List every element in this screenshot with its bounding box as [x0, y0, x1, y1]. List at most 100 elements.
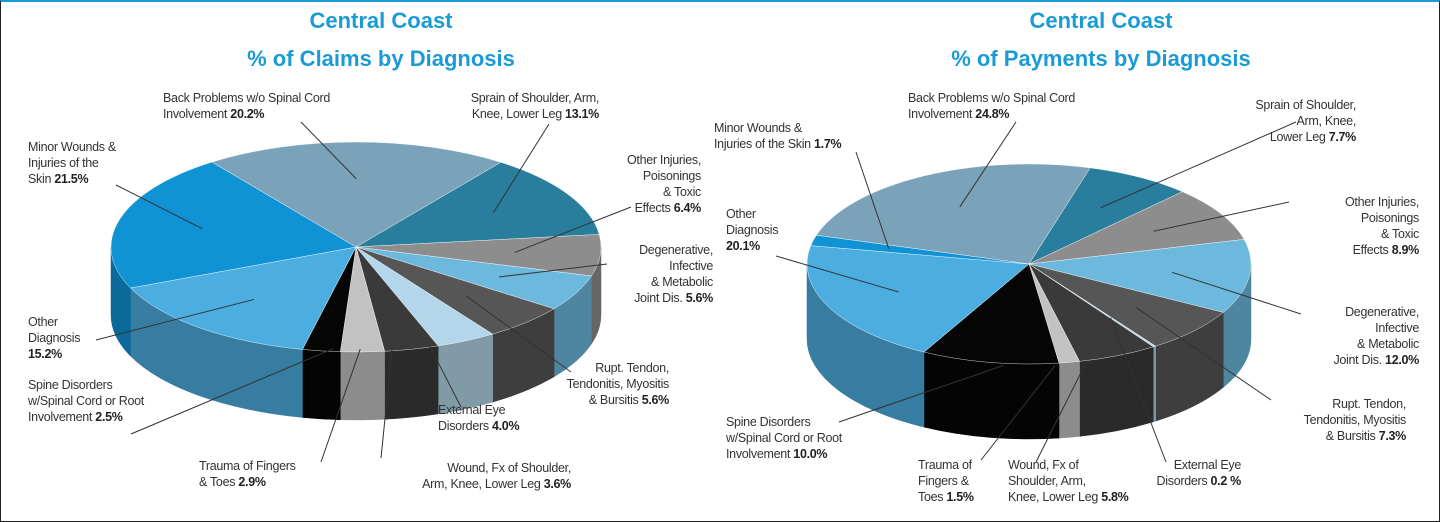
value-label: 3.6% — [543, 477, 572, 491]
leader-line — [1110, 317, 1167, 463]
slice — [810, 235, 1030, 265]
slice-label: Degenerative, Infective & Metabolic Join… — [634, 242, 713, 306]
slice-label: Sprain of Shoulder, Arm, Knee, Lower Leg… — [1255, 97, 1356, 145]
slice-side — [340, 351, 385, 421]
category-name: Back Problems w/o Spinal Cord Involvemen… — [908, 91, 1076, 121]
category-name: Minor Wounds & Injuries of the Skin — [714, 121, 811, 151]
value-label: 5.6% — [685, 291, 714, 305]
value-label: 0.2 % — [1210, 474, 1242, 488]
category-name: Sprain of Shoulder, Arm, Knee, Lower Leg — [1255, 98, 1356, 144]
value-label: 10.0% — [793, 447, 828, 461]
slice-label: Other Injuries, Poisonings & Toxic Effec… — [627, 152, 701, 216]
leader-line — [1135, 307, 1272, 401]
value-label: 1.5% — [946, 490, 974, 504]
value-label: 20.2% — [230, 107, 265, 121]
slice-side — [302, 349, 341, 421]
leader-line — [320, 349, 361, 463]
category-name: External Eye Disorders — [1156, 458, 1242, 488]
leader-line — [1171, 271, 1302, 315]
slice-label: Back Problems w/o Spinal Cord Involvemen… — [908, 90, 1075, 122]
slice-label: Minor Wounds & Injuries of the Skin 21.5… — [28, 139, 116, 187]
slice-label: Spine Disorders w/Spinal Cord or Root In… — [726, 414, 842, 462]
category-name: Degenerative, Infective & Metabolic Join… — [1333, 305, 1419, 367]
value-label: 20.1% — [726, 239, 760, 253]
leader-line — [855, 151, 890, 249]
slice-side — [1079, 346, 1154, 437]
slice — [110, 161, 357, 289]
slice-label: External Eye Disorders 4.0% — [438, 402, 520, 434]
category-name: Spine Disorders w/Spinal Cord or Root In… — [726, 415, 842, 461]
slice — [806, 245, 1030, 353]
slice-side — [1058, 361, 1080, 439]
category-name: Wound, Fx of Shoulder, Arm, Knee, Lower … — [422, 461, 571, 491]
chart-title: Central Coast — [1029, 8, 1173, 33]
leader-line — [775, 255, 899, 293]
value-label: 5.6% — [641, 393, 670, 407]
slice-side — [384, 345, 439, 420]
value-label: 6.4% — [673, 201, 702, 215]
slice-label: Sprain of Shoulder, Arm, Knee, Lower Leg… — [470, 90, 600, 122]
slice-label: External Eye Disorders 0.2 % — [1156, 457, 1242, 489]
leader-line — [427, 341, 462, 408]
value-label: 4.0% — [491, 419, 520, 433]
slice-label: Trauma of Fingers & Toes 2.9% — [199, 458, 296, 490]
leader-line — [1035, 360, 1088, 463]
slice — [816, 163, 1091, 265]
slice — [130, 246, 357, 350]
leader-line — [115, 184, 203, 230]
leader-line — [838, 364, 1004, 423]
category-name: Minor Wounds & Injuries of the Skin — [28, 140, 116, 186]
slice — [1028, 263, 1224, 347]
slice-label: Other Injuries, Poisonings & Toxic Effec… — [1345, 194, 1419, 258]
slice-label: Rupt. Tendon, Tendonitis, Myositis & Bur… — [1303, 396, 1407, 444]
slice-label: Trauma of Fingers & Toes 1.5% — [918, 457, 974, 505]
chart-title: Central Coast — [309, 8, 453, 33]
leader-line — [980, 365, 1056, 461]
slice — [355, 162, 600, 248]
leader-line — [959, 121, 1017, 208]
leader-line — [300, 121, 357, 180]
slice-label: Wound, Fx of Shoulder, Arm, Knee, Lower … — [1008, 457, 1129, 505]
slice-label: Spine Disorders w/Spinal Cord or Root In… — [28, 377, 144, 425]
value-label: 1.7% — [814, 137, 842, 151]
value-label: 7.3% — [1378, 429, 1407, 443]
slice-side — [1153, 345, 1156, 423]
category-name: Back Problems w/o Spinal Cord Involvemen… — [163, 91, 331, 121]
category-name: Sprain of Shoulder, Arm, Knee, Lower Leg — [470, 91, 600, 121]
slice-label: Degenerative, Infective & Metabolic Join… — [1333, 304, 1419, 368]
slice — [923, 263, 1060, 365]
leader-line — [130, 348, 334, 435]
slice — [1028, 191, 1245, 265]
leader-line — [95, 298, 255, 341]
leader-line — [466, 295, 572, 373]
category-name: External Eye Disorders — [438, 403, 506, 433]
value-label: 21.5% — [54, 172, 89, 186]
category-name: Rupt. Tendon, Tendonitis, Myositis & Bur… — [1303, 397, 1407, 443]
slice-label: Back Problems w/o Spinal Cord Involvemen… — [163, 90, 330, 122]
chart-subtitle: % of Claims by Diagnosis — [247, 46, 515, 71]
value-label: 5.8% — [1101, 490, 1129, 504]
leader-line — [1153, 201, 1290, 232]
value-label: 2.9% — [238, 475, 266, 489]
slice-label: Other Diagnosis 15.2% — [28, 314, 81, 362]
value-label: 15.2% — [28, 347, 62, 361]
slice-label: Minor Wounds & Injuries of the Skin 1.7% — [714, 120, 842, 152]
slice-label: Wound, Fx of Shoulder, Arm, Knee, Lower … — [422, 460, 571, 492]
category-name: Trauma of Fingers & Toes — [918, 458, 972, 504]
category-name: Wound, Fx of Shoulder, Arm, Knee, Lower … — [1008, 458, 1099, 504]
category-name: Spine Disorders w/Spinal Cord or Root In… — [28, 378, 144, 424]
leader-line — [380, 347, 393, 459]
leader-line — [514, 206, 632, 253]
value-label: 24.8% — [975, 107, 1010, 121]
category-name: Rupt. Tendon, Tendonitis, Myositis & Bur… — [566, 361, 670, 407]
slice — [1028, 239, 1252, 313]
slice — [1028, 167, 1183, 265]
category-name: Trauma of Fingers & Toes — [199, 459, 296, 489]
category-name: Other Diagnosis — [28, 315, 81, 345]
category-name: Other Injuries, Poisonings & Toxic Effec… — [1344, 195, 1419, 257]
slice-label: Rupt. Tendon, Tendonitis, Myositis & Bur… — [566, 360, 670, 408]
slice-label: Other Diagnosis 20.1% — [726, 206, 779, 254]
value-label: 2.5% — [95, 410, 123, 424]
